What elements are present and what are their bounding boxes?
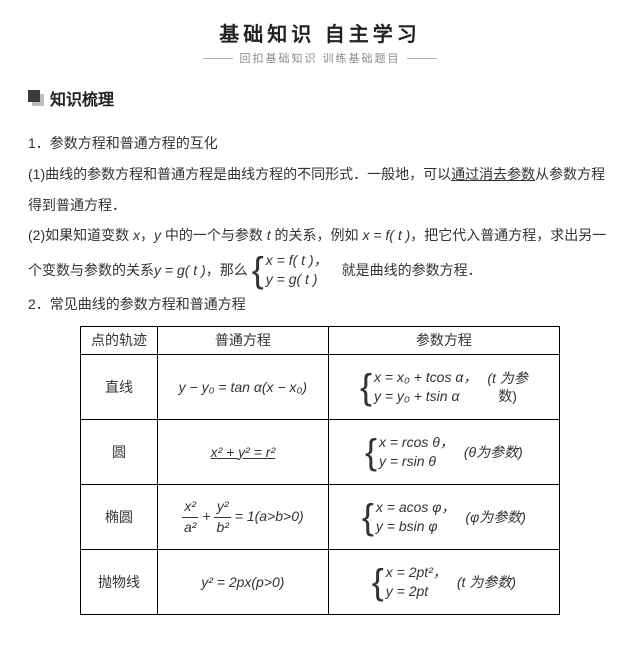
frac-num: x² [182, 497, 198, 518]
case-line-1: x = f( t )， [266, 251, 328, 270]
eq: y² = 2px(p>0) [201, 574, 284, 590]
page-header: 基础知识 自主学习 回扣基础知识 训练基础题目 [28, 18, 612, 66]
cell-eq: y − y₀ = tan α(x − x₀) [157, 355, 328, 420]
content: 1．参数方程和普通方程的互化 (1)曲线的参数方程和普通方程是曲线方程的不同形式… [28, 128, 612, 615]
text: 个变数与参数的关系 [28, 255, 154, 286]
para-2: (2)如果知道变数 x，y 中的一个与参数 t 的关系，例如 x = f( t … [28, 220, 612, 251]
cell-eq: x² + y² = r² [157, 420, 328, 485]
frac-den: a² [182, 518, 198, 538]
cell-param: { x = rcos θ， y = rsin θ (θ为参数) [328, 420, 559, 485]
text: 的关系，例如 [271, 227, 363, 243]
var-y: y [154, 227, 161, 243]
text: ，把它代入普通方程，求出另一 [410, 227, 606, 243]
page-subtitle-row: 回扣基础知识 训练基础题目 [28, 50, 612, 66]
param-line-2: y = y₀ + tsin α [374, 387, 477, 406]
left-brace-icon: { [372, 564, 384, 600]
eq: x²a² + y²b² = 1(a>b>0) [182, 508, 304, 524]
heading-1: 1．参数方程和普通方程的互化 [28, 128, 612, 159]
cell-name: 直线 [81, 355, 158, 420]
plus: + [202, 508, 210, 524]
th-general: 普通方程 [157, 326, 328, 355]
th-track: 点的轨迹 [81, 326, 158, 355]
heading-2: 2．常见曲线的参数方程和普通方程 [28, 289, 612, 320]
param-line-1: x = x₀ + tcos α， [374, 368, 477, 387]
left-brace-icon: { [252, 252, 264, 288]
rule-right [407, 58, 437, 59]
para-1: (1)曲线的参数方程和普通方程是曲线方程的不同形式．一般地，可以通过消去参数从参… [28, 159, 612, 221]
text: ，那么 [206, 255, 248, 286]
page: 基础知识 自主学习 回扣基础知识 训练基础题目 知识梳理 1．参数方程和普通方程… [0, 0, 640, 639]
text: (1)曲线的参数方程和普通方程是曲线方程的不同形式．一般地，可以 [28, 166, 451, 182]
param-note: (φ为参数) [465, 508, 525, 528]
section-title: 知识梳理 [50, 86, 114, 110]
param-note: (t 为参数) [457, 573, 516, 593]
curve-table: 点的轨迹 普通方程 参数方程 直线 y − y₀ = tan α(x − x₀)… [80, 326, 560, 616]
cases: x = f( t )， y = g( t ) [264, 251, 328, 289]
cell-eq: x²a² + y²b² = 1(a>b>0) [157, 485, 328, 550]
frac-den: b² [214, 518, 230, 538]
table-header-row: 点的轨迹 普通方程 参数方程 [81, 326, 560, 355]
note-line: (t 为参 [487, 369, 527, 387]
cell-param: { x = 2pt²， y = 2pt (t 为参数) [328, 550, 559, 615]
cases-block: { x = f( t )， y = g( t ) [252, 251, 328, 289]
table-row: 直线 y − y₀ = tan α(x − x₀) { x = x₀ + tco… [81, 355, 560, 420]
cell-name: 圆 [81, 420, 158, 485]
text: 中的一个与参数 [161, 227, 267, 243]
param-note: (θ为参数) [464, 443, 523, 463]
text: ， [140, 227, 154, 243]
section-icon [28, 90, 44, 106]
param-line-2: y = 2pt [386, 582, 447, 601]
eq: y − y₀ = tan α(x − x₀) [179, 379, 307, 395]
note-line: 数) [498, 387, 517, 405]
case-line-2: y = g( t ) [266, 270, 328, 289]
param-note: (t 为参 数) [487, 369, 527, 405]
text: (2)如果知道变数 [28, 227, 133, 243]
cell-name: 抛物线 [81, 550, 158, 615]
section-header: 知识梳理 [28, 86, 612, 110]
table-row: 圆 x² + y² = r² { x = rcos θ， y = rsin θ … [81, 420, 560, 485]
param-line-2: y = bsin φ [376, 517, 456, 536]
th-param: 参数方程 [328, 326, 559, 355]
eq-x: x = f( t ) [362, 227, 410, 243]
cell-param: { x = x₀ + tcos α， y = y₀ + tsin α (t 为参… [328, 355, 559, 420]
page-title: 基础知识 自主学习 [28, 18, 612, 47]
table-row: 抛物线 y² = 2px(p>0) { x = 2pt²， y = 2pt (t… [81, 550, 560, 615]
param-line-1: x = rcos θ， [379, 433, 454, 452]
var-x: x [133, 227, 140, 243]
cell-name: 椭圆 [81, 485, 158, 550]
text: 就是曲线的参数方程． [342, 255, 482, 286]
frac-num: y² [214, 497, 230, 518]
rule-left [203, 58, 233, 59]
eq: x² + y² = r² [211, 444, 276, 460]
cell-eq: y² = 2px(p>0) [157, 550, 328, 615]
param-line-2: y = rsin θ [379, 452, 454, 471]
page-subtitle: 回扣基础知识 训练基础题目 [239, 50, 400, 66]
eq-y: y = g( t ) [154, 255, 206, 286]
param-line-1: x = acos φ， [376, 498, 456, 517]
eq-tail: = 1(a>b>0) [235, 508, 304, 524]
table-row: 椭圆 x²a² + y²b² = 1(a>b>0) { x = ac [81, 485, 560, 550]
left-brace-icon: { [365, 434, 377, 470]
left-brace-icon: { [362, 499, 374, 535]
para-3: 个变数与参数的关系 y = g( t ) ，那么 { x = f( t )， y… [28, 251, 612, 289]
param-line-1: x = 2pt²， [386, 563, 447, 582]
underlined-text: 通过消去参数 [451, 166, 535, 182]
left-brace-icon: { [360, 369, 372, 405]
cell-param: { x = acos φ， y = bsin φ (φ为参数) [328, 485, 559, 550]
